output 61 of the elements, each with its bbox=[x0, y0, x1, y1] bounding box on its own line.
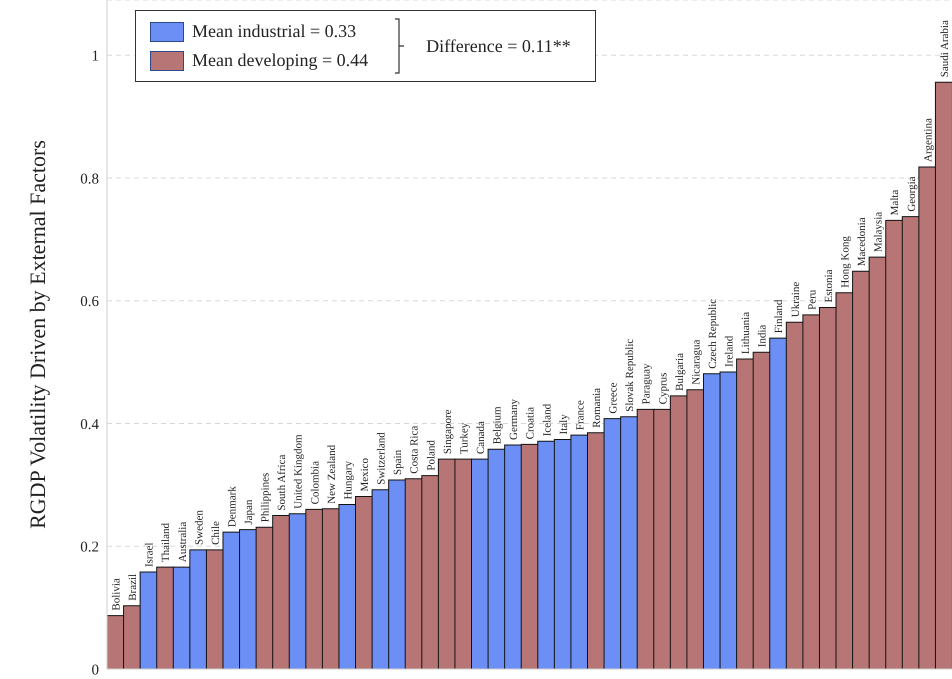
x-tick-label: Cyprus bbox=[657, 372, 670, 404]
x-tick-label: Denmark bbox=[226, 486, 238, 528]
y-axis-title: RGDP Volatility Driven by External Factors bbox=[24, 140, 50, 529]
x-tick-label: Czech Republic bbox=[706, 298, 719, 369]
x-tick-label: Bulgaria bbox=[674, 352, 686, 391]
x-tick-label: Canada bbox=[475, 420, 488, 454]
x-tick-label: Japan bbox=[243, 499, 256, 525]
y-tick-label: 0.2 bbox=[80, 540, 99, 556]
x-tick-label: Argentina bbox=[922, 118, 934, 162]
x-tick-label: Australia bbox=[176, 522, 189, 562]
x-tick-label: Mexico bbox=[359, 457, 372, 492]
x-tick-label: United Kingdom bbox=[292, 434, 305, 509]
x-tick-label: Ukraine bbox=[790, 282, 802, 318]
x-tick-label: Estonia bbox=[822, 269, 835, 302]
x-tick-label: Paraguay bbox=[640, 362, 653, 404]
x-tick-label: Chile bbox=[210, 520, 222, 545]
x-tick-label: Italy bbox=[558, 414, 570, 434]
x-tick-label: Malaysia bbox=[872, 212, 885, 252]
x-tick-label: Ireland bbox=[724, 335, 736, 367]
x-tick-label: Singapore bbox=[442, 409, 454, 454]
x-tick-label: Finland bbox=[773, 299, 786, 334]
y-tick-label: 0.6 bbox=[80, 294, 100, 310]
x-tick-label: South Africa bbox=[276, 454, 288, 511]
x-tick-label: Saudi Arabia bbox=[938, 20, 951, 78]
x-tick-label: Poland bbox=[425, 440, 438, 471]
x-tick-label: Greece bbox=[608, 382, 620, 414]
x-tick-label: Belgium bbox=[492, 406, 504, 444]
y-tick-label: 0.4 bbox=[80, 416, 100, 433]
x-tick-label: Malta bbox=[889, 190, 902, 216]
x-tick-label: Spain bbox=[392, 449, 404, 475]
x-tick-label: Turkey bbox=[458, 422, 470, 454]
x-tick-label: Romania bbox=[590, 388, 603, 428]
x-tick-label: Slovak Republic bbox=[624, 338, 636, 412]
legend-label: Mean developing = 0.44 bbox=[192, 50, 368, 71]
y-tick-label: 1 bbox=[92, 48, 99, 65]
legend-label: Mean industrial = 0.33 bbox=[192, 21, 356, 42]
x-tick-label: Colombia bbox=[309, 460, 322, 504]
x-tick-label: New Zealand bbox=[326, 444, 338, 504]
x-tick-label: Switzerland bbox=[376, 432, 388, 485]
x-tick-label: Hungary bbox=[342, 460, 354, 500]
x-tick-label: Sweden bbox=[193, 510, 206, 545]
x-tick-label: Lithuania bbox=[740, 312, 752, 354]
x-tick-label: Brazil bbox=[127, 574, 140, 601]
x-tick-label: Israel bbox=[144, 542, 156, 568]
x-tick-label: Nicaragua bbox=[690, 339, 702, 385]
x-tick-label: Croatia bbox=[524, 406, 537, 440]
annotation: Difference = 0.11** bbox=[426, 36, 571, 56]
x-tick-label: Thailand bbox=[160, 522, 172, 562]
x-tick-label: France bbox=[574, 400, 586, 430]
x-tick-label: Macedonia bbox=[856, 217, 868, 266]
x-tick-label: Iceland bbox=[541, 403, 554, 436]
y-tick-label: 0.8 bbox=[80, 171, 99, 188]
y-tick-label: 0 bbox=[92, 662, 99, 678]
x-tick-label: India bbox=[756, 324, 769, 348]
x-tick-label: Hong Kong bbox=[840, 236, 852, 288]
x-tick-label: Germany bbox=[508, 398, 520, 440]
x-tick-label: Bolivia bbox=[110, 578, 122, 611]
x-tick-label: Georgia bbox=[906, 176, 918, 212]
x-tick-label: Peru bbox=[806, 289, 818, 310]
x-tick-label: Costa Rica bbox=[408, 426, 421, 474]
x-tick-label: Philippines bbox=[260, 472, 272, 522]
